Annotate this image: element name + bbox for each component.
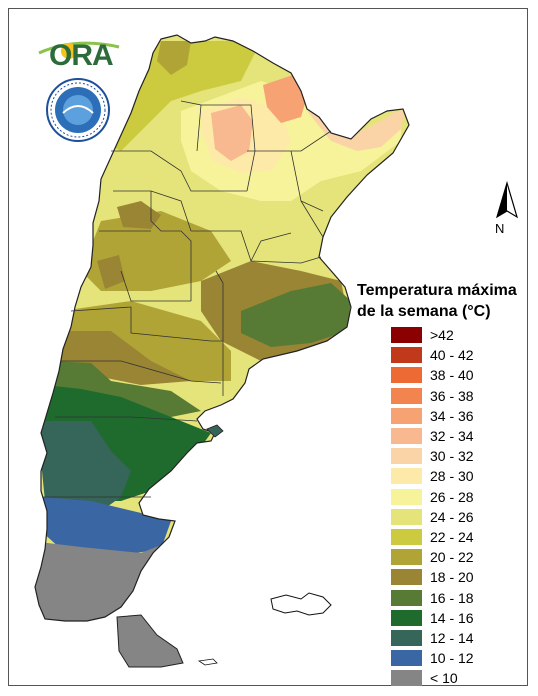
legend-item: 12 - 14: [391, 628, 531, 648]
legend-label: 16 - 18: [430, 589, 474, 606]
zone-18-20-a: [117, 201, 161, 229]
legend-swatch: [391, 650, 422, 667]
legend-item: 38 - 40: [391, 365, 531, 385]
legend-label: 24 - 26: [430, 508, 474, 525]
zone-32-34-west: [211, 105, 253, 161]
legend-item: < 10: [391, 668, 531, 688]
country-outline: [34, 34, 410, 622]
legend-label: 38 - 40: [430, 367, 474, 384]
peninsula-valdes: [206, 424, 224, 438]
legend-label: 22 - 24: [430, 529, 474, 545]
legend-item: 10 - 12: [391, 648, 531, 668]
legend-swatch: [391, 569, 422, 586]
legend-swatch: [391, 549, 422, 566]
legend-item: 28 - 30: [391, 466, 531, 486]
legend-swatch: [391, 448, 422, 465]
zone-10-12: [41, 497, 171, 557]
zone-below-10: [35, 541, 171, 621]
malvinas-islands: [270, 592, 332, 616]
temperature-map: [34, 34, 410, 668]
ora-logo: ORA: [35, 31, 121, 77]
isla-de-los-estados: [197, 658, 218, 666]
legend-swatch: [391, 670, 422, 687]
legend-label: 20 - 22: [430, 549, 474, 566]
legend-title: Temperatura máxima de la semana (°C): [357, 280, 538, 322]
legend-label: 18 - 20: [430, 569, 474, 586]
map-frame: ORA N Temperatura máxima de la semana (°…: [8, 8, 531, 688]
legend-item: 20 - 22: [391, 547, 531, 567]
legend-swatch: [391, 407, 422, 424]
tierra-del-fuego: [116, 614, 184, 668]
legend-swatch: [391, 529, 422, 545]
legend-swatch: [391, 630, 422, 646]
legend-label: 36 - 38: [430, 387, 474, 404]
legend-label: 30 - 32: [430, 448, 474, 465]
legend-label: 26 - 28: [430, 488, 474, 505]
legend-swatch: [391, 428, 422, 444]
legend-swatch: [391, 488, 422, 505]
legend-item: 14 - 16: [391, 608, 531, 628]
legend-swatch: [391, 589, 422, 606]
legend-swatch: [391, 347, 422, 364]
ora-logo-text: ORA: [49, 39, 114, 72]
legend-label: >42: [430, 327, 454, 343]
zone-20-22-peak: [157, 41, 191, 75]
legend-item: 18 - 20: [391, 567, 531, 587]
legend-item: 26 - 28: [391, 487, 531, 507]
legend-label: 14 - 16: [430, 609, 474, 626]
legend-item: 40 - 42: [391, 345, 531, 365]
legend-swatch: [391, 387, 422, 404]
zone-34-36: [263, 75, 307, 123]
ora-swoosh-icon: [38, 41, 120, 59]
province-borders: [43, 100, 332, 498]
legend-label: 10 - 12: [430, 650, 474, 667]
north-label: N: [495, 221, 505, 236]
legend-label: 40 - 42: [430, 347, 474, 364]
legend-item: 30 - 32: [391, 446, 531, 466]
zone-18-20-b: [97, 255, 125, 289]
north-arrow-icon: [495, 180, 519, 219]
legend-swatch: [391, 367, 422, 384]
legend-swatch: [391, 508, 422, 525]
legend-item: 36 - 38: [391, 386, 531, 406]
legend-label: 32 - 34: [430, 428, 474, 444]
legend-item: 32 - 34: [391, 426, 531, 446]
legend-item: 34 - 36: [391, 406, 531, 426]
legend-item: >42: [391, 325, 531, 345]
legend-swatch: [391, 327, 422, 343]
legend-title-line1: Temperatura máxima: [357, 282, 517, 299]
zone-12-14: [41, 421, 131, 511]
zone-16-18-east: [241, 283, 351, 347]
legend-title-line2: de la semana (°C): [357, 303, 491, 320]
legend-item: 22 - 24: [391, 527, 531, 547]
legend-swatch: [391, 468, 422, 485]
legend-item: 16 - 18: [391, 588, 531, 608]
legend-label: 34 - 36: [430, 407, 474, 424]
legend-label: 28 - 30: [430, 468, 474, 485]
legend-label: < 10: [430, 670, 458, 687]
legend-item: 24 - 26: [391, 507, 531, 527]
smn-seal-icon: [46, 78, 110, 142]
legend-swatch: [391, 609, 422, 626]
legend-label: 12 - 14: [430, 630, 474, 646]
